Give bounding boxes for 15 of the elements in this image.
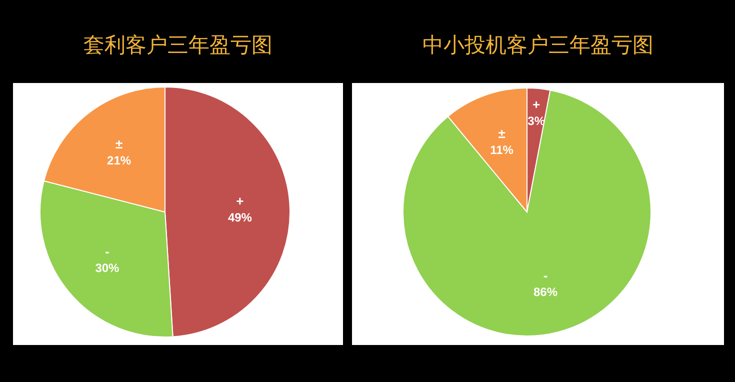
data-label: 49% <box>228 210 252 225</box>
data-label: 86% <box>533 285 558 300</box>
slice-label: - <box>105 244 110 259</box>
data-label: 3% <box>528 114 546 128</box>
chart-title: 中小投机客户三年盈亏图 <box>422 34 654 57</box>
data-label: 30% <box>95 260 120 275</box>
slice-label: ± <box>498 126 506 141</box>
data-label: 21% <box>107 154 132 168</box>
slice-label: ± <box>115 136 123 152</box>
slice-label: - <box>543 268 548 284</box>
slice-label: + <box>532 97 541 112</box>
slice-label: + <box>236 194 244 209</box>
pie-slice <box>402 90 652 336</box>
chart-title: 套利客户三年盈亏图 <box>84 34 272 57</box>
data-label: 11% <box>490 143 514 157</box>
